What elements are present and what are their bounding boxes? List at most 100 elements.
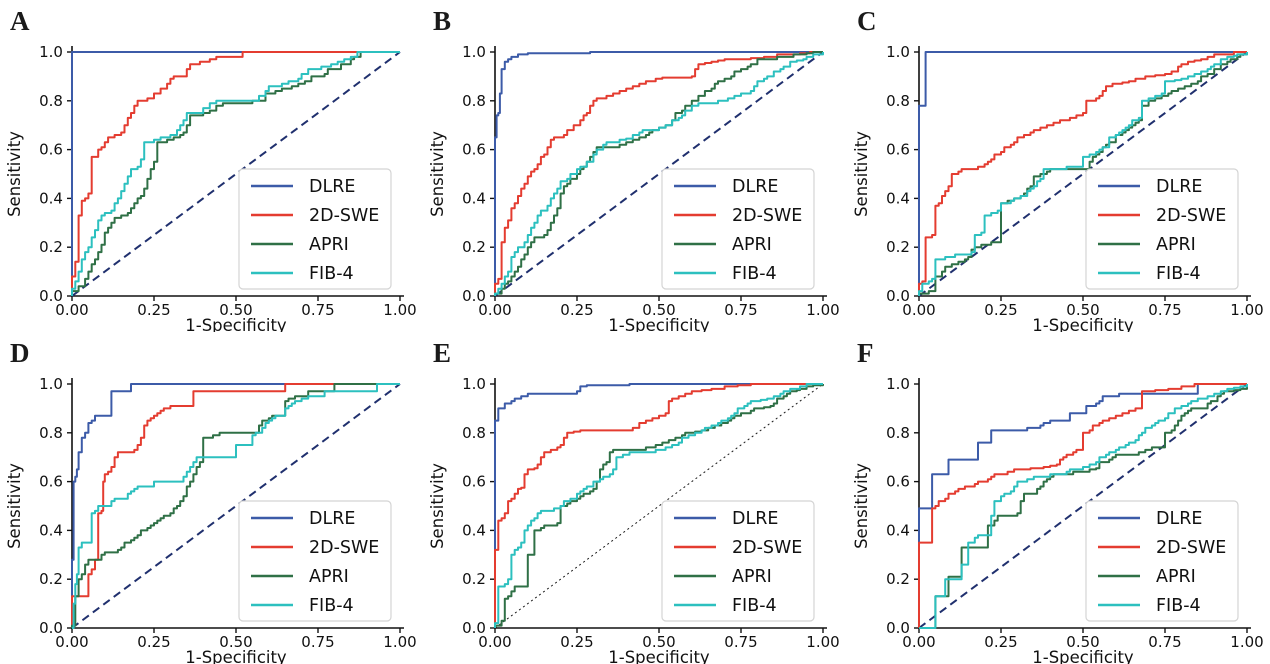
roc-curve-apri xyxy=(70,383,400,628)
panel-b: B 0.0 0.2 0.4 0.6 0.8 1.0 0.00 0.25 0.50 0.75 1.00 1… xyxy=(423,0,846,332)
x-axis-label: 1-Specificity xyxy=(1032,648,1134,664)
panel-e: E 0.0 0.2 0.4 0.6 0.8 1.0 0.00 0.25 0.50 0.75 1.00 1… xyxy=(423,332,846,664)
legend-label-apri: APRI xyxy=(309,235,349,255)
y-tick-label: 0.6 xyxy=(462,473,486,491)
panel-label-b: B xyxy=(433,6,451,36)
x-tick-label: 0.00 xyxy=(55,301,88,319)
y-tick-label: 0.8 xyxy=(462,92,486,110)
x-tick-label: 0.50 xyxy=(643,301,676,319)
roc-curve-apri xyxy=(494,51,824,296)
y-tick-label: 0.0 xyxy=(462,287,486,305)
y-tick-label: 1.0 xyxy=(462,43,486,61)
x-tick-label: 0.50 xyxy=(1066,633,1099,651)
x-tick-label: 0.75 xyxy=(301,301,334,319)
y-tick-label: 0.2 xyxy=(886,238,910,256)
legend-label-apri: APRI xyxy=(309,567,349,587)
x-tick-label: 0.50 xyxy=(1066,301,1099,319)
legend-label-fib-4: FIB-4 xyxy=(1156,596,1201,616)
x-tick-label: 0.00 xyxy=(55,633,88,651)
y-axis-label: Sensitivity xyxy=(428,463,447,549)
diagonal-reference-line xyxy=(918,383,1248,629)
y-tick-label: 1.0 xyxy=(462,375,486,393)
x-axis-label: 1-Specificity xyxy=(1032,316,1134,332)
legend-label-dlre: DLRE xyxy=(732,509,778,529)
legend-label-apri: APRI xyxy=(732,567,772,587)
y-axis-label: Sensitivity xyxy=(5,463,24,549)
y-axis-label: Sensitivity xyxy=(852,131,871,217)
x-tick-label: 0.00 xyxy=(479,633,512,651)
legend-label-2d-swe: 2D-SWE xyxy=(1156,206,1226,226)
x-tick-label: 1.00 xyxy=(807,301,840,319)
legend-label-dlre: DLRE xyxy=(309,509,355,529)
y-tick-label: 0.8 xyxy=(462,424,486,442)
y-tick-label: 0.8 xyxy=(39,424,63,442)
legend-box xyxy=(238,500,392,622)
legend-box xyxy=(661,168,815,290)
y-tick-label: 1.0 xyxy=(39,375,63,393)
legend-label-fib-4: FIB-4 xyxy=(1156,264,1201,284)
panel-label-e: E xyxy=(433,338,451,368)
y-tick-label: 0.4 xyxy=(462,521,486,539)
y-tick-label: 0.4 xyxy=(886,189,910,207)
legend-label-apri: APRI xyxy=(1156,235,1196,255)
y-tick-label: 0.4 xyxy=(39,521,63,539)
y-tick-label: 0.4 xyxy=(39,189,63,207)
legend-label-2d-swe: 2D-SWE xyxy=(1156,538,1226,558)
x-tick-label: 1.00 xyxy=(1230,633,1263,651)
x-tick-label: 1.00 xyxy=(383,301,416,319)
roc-chart-f: F 0.0 0.2 0.4 0.6 0.8 1.0 0.00 0.25 0.50 0.75 1.00 1… xyxy=(852,338,1264,664)
x-tick-label: 0.75 xyxy=(725,301,758,319)
panel-c: C 0.0 0.2 0.4 0.6 0.8 1.0 0.00 0.25 0.50 0.75 1.00 1… xyxy=(847,0,1270,332)
roc-curve-2d-swe xyxy=(494,383,824,628)
y-tick-label: 0.0 xyxy=(39,619,63,637)
x-tick-label: 0.25 xyxy=(561,633,594,651)
y-tick-label: 0.0 xyxy=(886,287,910,305)
legend-label-apri: APRI xyxy=(1156,567,1196,587)
roc-curve-apri xyxy=(918,384,1248,629)
roc-curve-dlre xyxy=(494,383,824,628)
y-tick-label: 0.2 xyxy=(462,238,486,256)
roc-curve-fib-4 xyxy=(70,51,400,296)
legend-label-fib-4: FIB-4 xyxy=(732,596,777,616)
x-axis-label: 1-Specificity xyxy=(609,316,711,332)
y-tick-label: 0.4 xyxy=(462,189,486,207)
panel-label-f: F xyxy=(857,338,873,368)
y-axis-label: Sensitivity xyxy=(852,463,871,549)
roc-curve-fib-4 xyxy=(494,52,825,296)
y-tick-label: 0.0 xyxy=(39,287,63,305)
y-tick-label: 0.6 xyxy=(462,141,486,159)
legend-box xyxy=(1085,168,1239,290)
x-tick-label: 0.25 xyxy=(984,633,1017,651)
roc-curve-fib-4 xyxy=(917,52,1248,296)
x-tick-label: 0.25 xyxy=(137,633,170,651)
y-tick-label: 0.6 xyxy=(39,141,63,159)
legend-label-dlre: DLRE xyxy=(1156,177,1202,197)
diagonal-reference-line xyxy=(495,383,824,629)
x-tick-label: 1.00 xyxy=(1230,301,1263,319)
roc-chart-b: B 0.0 0.2 0.4 0.6 0.8 1.0 0.00 0.25 0.50 0.75 1.00 1… xyxy=(428,6,840,332)
panel-label-a: A xyxy=(10,6,30,36)
diagonal-reference-line xyxy=(494,51,824,297)
legend-box xyxy=(1085,500,1239,622)
x-tick-label: 0.00 xyxy=(902,633,935,651)
roc-curve-2d-swe xyxy=(917,51,1247,296)
legend-label-2d-swe: 2D-SWE xyxy=(309,206,379,226)
legend-label-fib-4: FIB-4 xyxy=(309,264,354,284)
legend-label-2d-swe: 2D-SWE xyxy=(732,538,802,558)
x-tick-label: 1.00 xyxy=(807,633,840,651)
y-tick-label: 0.0 xyxy=(886,619,910,637)
x-tick-label: 1.00 xyxy=(383,633,416,651)
roc-curve-fib-4 xyxy=(494,383,824,628)
panel-label-c: C xyxy=(857,6,877,36)
roc-chart-a: A 0.0 0.2 0.4 0.6 0.8 1.0 0.00 0.25 0.50 0.75 1.00 1… xyxy=(5,6,417,332)
x-axis-label: 1-Specificity xyxy=(609,648,711,664)
roc-curve-dlre xyxy=(494,51,824,296)
legend-box xyxy=(238,168,392,290)
y-tick-label: 0.2 xyxy=(886,570,910,588)
panel-d: D 0.0 0.2 0.4 0.6 0.8 1.0 0.00 0.25 0.50 0.75 1.00 1… xyxy=(0,332,423,664)
legend-label-fib-4: FIB-4 xyxy=(309,596,354,616)
x-axis-label: 1-Specificity xyxy=(185,648,287,664)
y-tick-label: 0.6 xyxy=(886,141,910,159)
legend-label-dlre: DLRE xyxy=(309,177,355,197)
